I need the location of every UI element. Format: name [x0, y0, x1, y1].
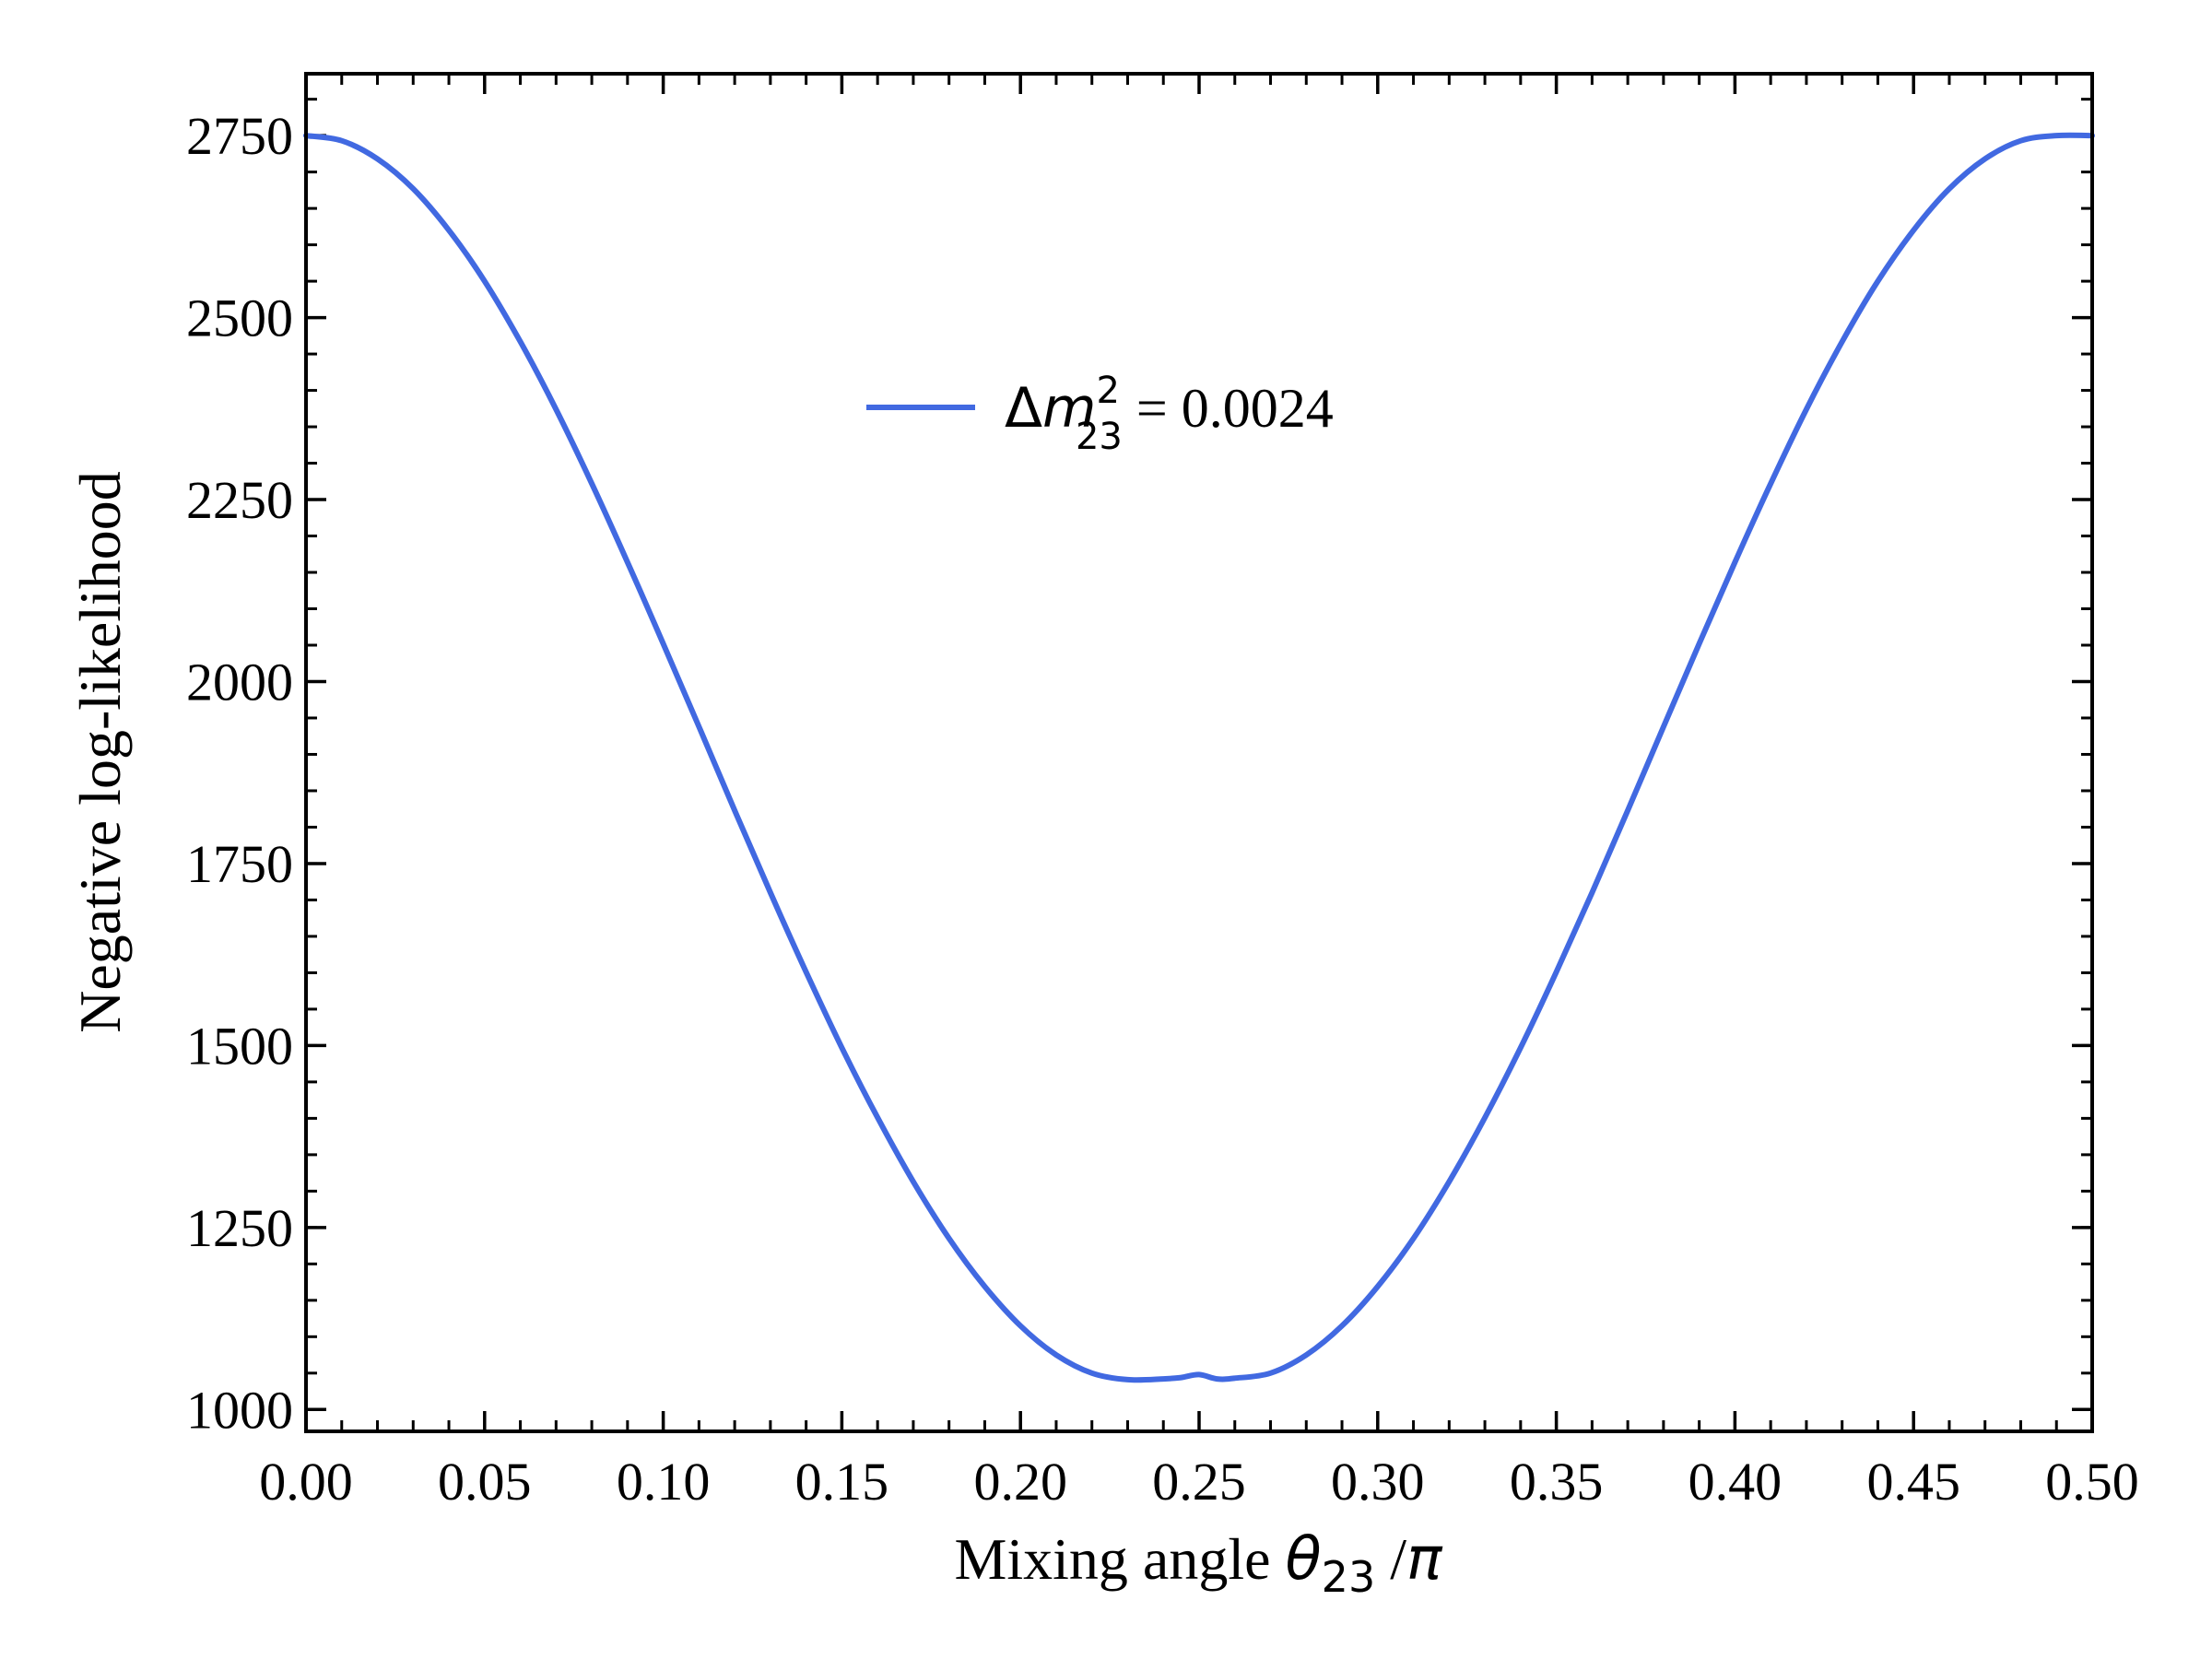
x-tick-label: 0.45 — [1866, 1452, 1960, 1512]
x-tick-labels: 0.00 0.05 0.10 0.15 0.20 0.25 0.30 0.35 0.40 0.45… — [259, 1452, 2139, 1512]
y-tick-labels: 1000 1250 1500 1750 2000 2250 2500 2750 — [186, 106, 293, 1440]
legend-subscript: 23 — [1076, 416, 1123, 458]
x-axis-label-slash: / — [1375, 1526, 1406, 1592]
x-tick-label: 0.35 — [1510, 1452, 1604, 1512]
x-tick-label: 0.40 — [1688, 1452, 1783, 1512]
y-tick-label: 2750 — [186, 106, 293, 166]
y-tick-label: 2000 — [186, 652, 293, 712]
series-line-0 — [303, 132, 2095, 1383]
x-tick-label: 0.20 — [973, 1452, 1067, 1512]
legend: Δm2 23 = 0.0024 — [866, 370, 1334, 458]
series-layer — [303, 132, 2095, 1383]
x-tick-label: 0.10 — [617, 1452, 711, 1512]
y-tick-label: 1000 — [186, 1380, 293, 1440]
x-axis-label: Mixing angle θ23 /π — [954, 1525, 1443, 1602]
x-tick-label: 0.15 — [795, 1452, 889, 1512]
major-ticks — [304, 74, 2094, 1431]
y-tick-label: 2250 — [186, 470, 293, 530]
x-tick-label: 0.05 — [438, 1452, 532, 1512]
x-axis-label-theta: θ — [1286, 1525, 1322, 1594]
legend-label: Δm2 23 = 0.0024 — [1005, 370, 1334, 458]
x-axis-label-subscript: 23 — [1322, 1552, 1376, 1602]
legend-superscript: 2 — [1097, 370, 1120, 412]
x-tick-label: 0.30 — [1331, 1452, 1425, 1512]
x-axis-label-pi: π — [1406, 1525, 1443, 1594]
minor-ticks — [304, 74, 2094, 1431]
plot-frame — [304, 72, 2094, 1433]
legend-value: = 0.0024 — [1123, 378, 1334, 439]
y-tick-label: 2500 — [186, 288, 293, 348]
y-axis-label: Negative log-likelihood — [67, 471, 133, 1033]
y-tick-label: 1750 — [186, 834, 293, 894]
x-tick-label: 0.50 — [2045, 1452, 2139, 1512]
legend-m: m — [1042, 376, 1096, 441]
y-tick-label: 1250 — [186, 1198, 293, 1258]
legend-delta: Δ — [1005, 376, 1042, 441]
x-axis-label-prefix: Mixing angle — [954, 1526, 1285, 1592]
y-tick-label: 1500 — [186, 1016, 293, 1076]
x-tick-label: 0.25 — [1152, 1452, 1246, 1512]
x-tick-label: 0.00 — [259, 1452, 353, 1512]
